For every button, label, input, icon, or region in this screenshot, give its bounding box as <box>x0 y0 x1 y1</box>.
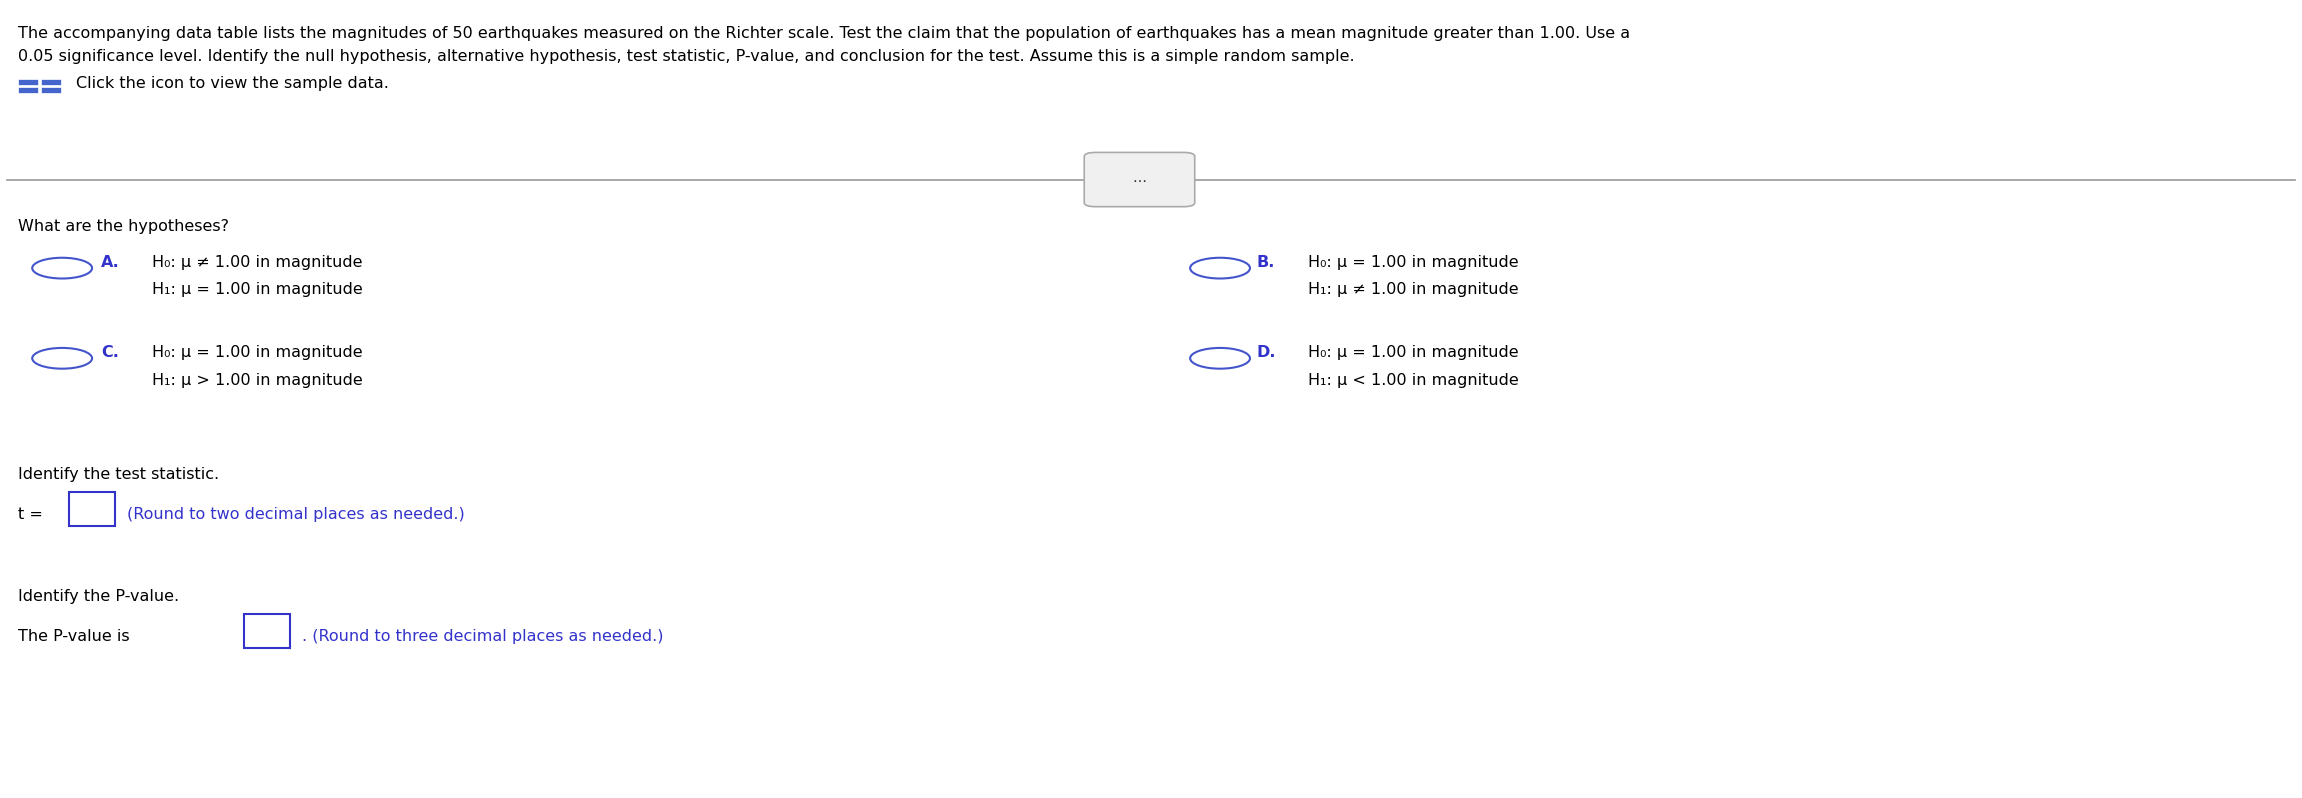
Text: H₀: μ = 1.00 in magnitude: H₀: μ = 1.00 in magnitude <box>1308 345 1517 360</box>
Text: Click the icon to view the sample data.: Click the icon to view the sample data. <box>76 76 389 91</box>
FancyBboxPatch shape <box>1084 152 1195 207</box>
Text: The P-value is: The P-value is <box>18 629 129 644</box>
Text: B.: B. <box>1257 255 1275 270</box>
Text: Identify the P-value.: Identify the P-value. <box>18 589 180 604</box>
FancyBboxPatch shape <box>244 614 290 648</box>
Text: …: … <box>1133 171 1146 185</box>
Text: H₀: μ ≠ 1.00 in magnitude: H₀: μ ≠ 1.00 in magnitude <box>152 255 361 270</box>
Text: C.: C. <box>101 345 120 360</box>
Text: t =: t = <box>18 507 44 522</box>
FancyBboxPatch shape <box>41 87 62 93</box>
Text: H₁: μ > 1.00 in magnitude: H₁: μ > 1.00 in magnitude <box>152 373 364 388</box>
Text: D.: D. <box>1257 345 1275 360</box>
FancyBboxPatch shape <box>69 492 115 526</box>
Text: The accompanying data table lists the magnitudes of 50 earthquakes measured on t: The accompanying data table lists the ma… <box>18 26 1630 41</box>
Text: H₁: μ ≠ 1.00 in magnitude: H₁: μ ≠ 1.00 in magnitude <box>1308 282 1517 298</box>
Text: H₀: μ = 1.00 in magnitude: H₀: μ = 1.00 in magnitude <box>1308 255 1517 270</box>
Text: H₀: μ = 1.00 in magnitude: H₀: μ = 1.00 in magnitude <box>152 345 361 360</box>
FancyBboxPatch shape <box>18 87 39 93</box>
FancyBboxPatch shape <box>41 79 62 85</box>
Text: 0.05 significance level. Identify the null hypothesis, alternative hypothesis, t: 0.05 significance level. Identify the nu… <box>18 49 1356 65</box>
FancyBboxPatch shape <box>18 79 39 85</box>
Text: . (Round to three decimal places as needed.): . (Round to three decimal places as need… <box>302 629 663 644</box>
Text: (Round to two decimal places as needed.): (Round to two decimal places as needed.) <box>127 507 465 522</box>
Text: Identify the test statistic.: Identify the test statistic. <box>18 467 219 482</box>
Text: A.: A. <box>101 255 120 270</box>
Text: H₁: μ < 1.00 in magnitude: H₁: μ < 1.00 in magnitude <box>1308 373 1519 388</box>
Text: What are the hypotheses?: What are the hypotheses? <box>18 219 230 235</box>
Text: H₁: μ = 1.00 in magnitude: H₁: μ = 1.00 in magnitude <box>152 282 364 298</box>
